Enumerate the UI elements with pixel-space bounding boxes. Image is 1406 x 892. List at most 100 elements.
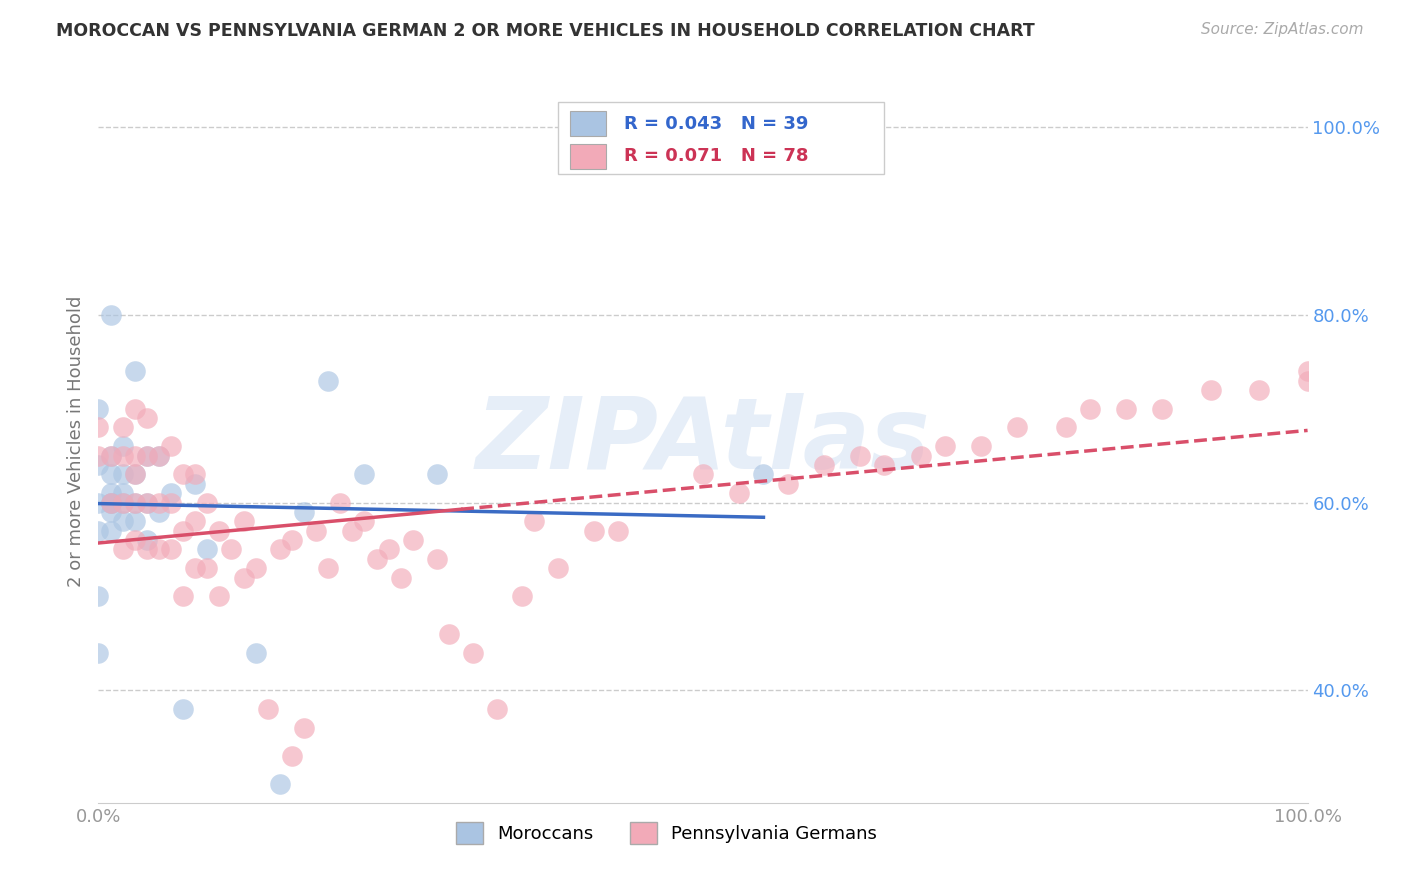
Point — [281, 533, 304, 547]
Point — [269, 777, 291, 791]
Point — [135, 449, 157, 463]
Point — [87, 646, 110, 660]
Point — [366, 551, 388, 566]
Point — [100, 505, 122, 519]
Point — [523, 514, 546, 528]
Point — [184, 514, 207, 528]
Point — [1054, 420, 1077, 434]
Point — [208, 524, 231, 538]
Point — [849, 449, 872, 463]
Point — [426, 467, 449, 482]
Point — [100, 524, 122, 538]
Point — [100, 467, 122, 482]
Point — [1078, 401, 1101, 416]
Point — [692, 467, 714, 482]
FancyBboxPatch shape — [558, 102, 884, 174]
Point — [245, 646, 267, 660]
Point — [148, 449, 170, 463]
Point — [172, 467, 194, 482]
Point — [148, 542, 170, 557]
Text: MOROCCAN VS PENNSYLVANIA GERMAN 2 OR MORE VEHICLES IN HOUSEHOLD CORRELATION CHAR: MOROCCAN VS PENNSYLVANIA GERMAN 2 OR MOR… — [56, 22, 1035, 40]
Point — [111, 495, 134, 509]
Point — [100, 495, 122, 509]
Point — [124, 401, 146, 416]
Point — [87, 590, 110, 604]
Point — [583, 524, 606, 538]
Point — [256, 702, 278, 716]
Point — [329, 495, 352, 509]
Point — [728, 486, 751, 500]
Point — [389, 571, 412, 585]
Point — [124, 467, 146, 482]
Point — [353, 514, 375, 528]
Point — [124, 467, 146, 482]
Point — [970, 439, 993, 453]
Point — [184, 467, 207, 482]
Point — [111, 467, 134, 482]
Point — [292, 505, 315, 519]
Point — [1249, 383, 1271, 397]
Point — [135, 495, 157, 509]
Point — [100, 308, 122, 322]
Point — [281, 748, 304, 763]
Point — [124, 495, 146, 509]
Point — [160, 486, 183, 500]
Point — [195, 495, 218, 509]
Point — [124, 364, 146, 378]
Point — [195, 542, 218, 557]
Point — [547, 561, 569, 575]
Point — [1115, 401, 1137, 416]
Point — [148, 449, 170, 463]
Point — [87, 420, 110, 434]
Point — [172, 590, 194, 604]
Point — [342, 524, 364, 538]
Point — [160, 439, 183, 453]
Point — [124, 514, 146, 528]
Point — [111, 439, 134, 453]
Point — [172, 524, 194, 538]
Point — [1296, 364, 1319, 378]
Point — [377, 542, 399, 557]
Point — [124, 449, 146, 463]
Point — [510, 590, 533, 604]
Point — [87, 495, 110, 509]
Y-axis label: 2 or more Vehicles in Household: 2 or more Vehicles in Household — [66, 296, 84, 587]
Point — [135, 411, 157, 425]
Point — [353, 467, 375, 482]
Point — [135, 495, 157, 509]
Point — [87, 458, 110, 472]
Point — [232, 571, 254, 585]
Point — [100, 449, 122, 463]
Point — [232, 514, 254, 528]
Point — [873, 458, 896, 472]
Point — [221, 542, 243, 557]
Point — [1152, 401, 1174, 416]
Point — [269, 542, 291, 557]
Point — [160, 542, 183, 557]
Point — [607, 524, 630, 538]
Point — [195, 561, 218, 575]
Point — [124, 495, 146, 509]
Point — [135, 449, 157, 463]
Point — [87, 449, 110, 463]
Point — [135, 542, 157, 557]
Point — [910, 449, 932, 463]
Point — [245, 561, 267, 575]
Point — [111, 514, 134, 528]
Point — [1007, 420, 1029, 434]
Text: ZIPAtlas: ZIPAtlas — [475, 393, 931, 490]
FancyBboxPatch shape — [569, 111, 606, 136]
Point — [87, 401, 110, 416]
Point — [437, 627, 460, 641]
Point — [934, 439, 956, 453]
Point — [135, 533, 157, 547]
Legend: Moroccans, Pennsylvania Germans: Moroccans, Pennsylvania Germans — [456, 822, 877, 845]
Point — [111, 542, 134, 557]
Text: Source: ZipAtlas.com: Source: ZipAtlas.com — [1201, 22, 1364, 37]
Point — [148, 505, 170, 519]
Point — [124, 533, 146, 547]
Point — [172, 702, 194, 716]
Point — [100, 495, 122, 509]
Point — [111, 449, 134, 463]
Text: R = 0.071   N = 78: R = 0.071 N = 78 — [624, 147, 808, 165]
